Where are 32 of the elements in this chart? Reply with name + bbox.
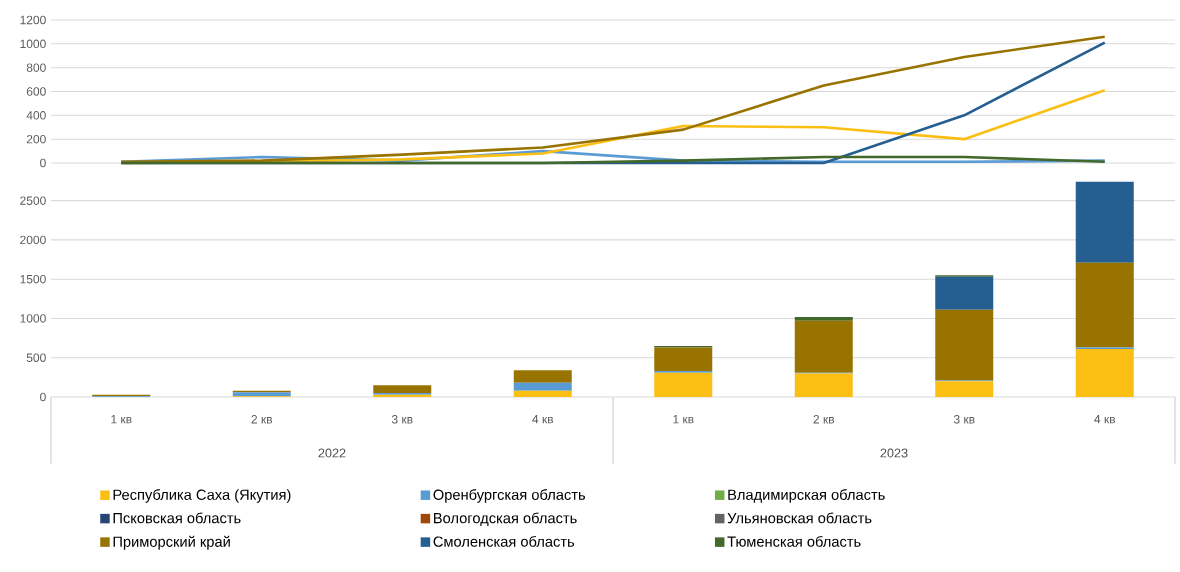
x-tick-label: 4 кв xyxy=(532,415,554,424)
legend-label: Приморский край xyxy=(113,535,230,550)
x-tick-label: 3 кв xyxy=(391,415,413,424)
x-tick-label: 2 кв xyxy=(813,415,835,424)
y-tick-label: 2500 xyxy=(20,196,46,205)
y-tick-label: 1500 xyxy=(20,274,46,284)
y-tick-label: 500 xyxy=(26,353,46,362)
y-tick-label: 800 xyxy=(26,63,46,72)
y-tick-label: 400 xyxy=(26,111,46,120)
legend-label: Смоленская область xyxy=(433,535,575,547)
legend-label: Псковская область xyxy=(113,512,241,524)
x-tick-label: 3 кв xyxy=(953,415,975,424)
y-tick-label: 1000 xyxy=(20,314,46,323)
text: 2023 xyxy=(880,448,908,458)
y-tick-label: 200 xyxy=(26,134,46,144)
x-tick-label: 1 кв xyxy=(111,415,132,424)
x-tick-label: 4 кв xyxy=(1094,415,1116,424)
legend-label: Республика Саха (Якутия) xyxy=(113,489,291,503)
legend-label: Оренбургская область xyxy=(433,489,586,503)
legend-label: Ульяновская область xyxy=(727,512,872,524)
text: 2022 xyxy=(318,448,346,458)
x-tick-label: 1 кв xyxy=(673,415,694,424)
legend-label: Вологодская область xyxy=(434,512,577,527)
y-tick-label: 1000 xyxy=(20,39,46,49)
y-tick-label: 2000 xyxy=(20,235,46,245)
x-tick-label: 2 кв xyxy=(251,415,273,424)
y-tick-label: 1200 xyxy=(20,15,46,25)
y-tick-label: 0 xyxy=(40,158,46,168)
legend-label: Тюменская область xyxy=(727,535,861,547)
y-tick-label: 600 xyxy=(26,87,46,96)
legend-label: Владимирская область xyxy=(728,489,885,503)
y-tick-label: 0 xyxy=(40,392,46,402)
